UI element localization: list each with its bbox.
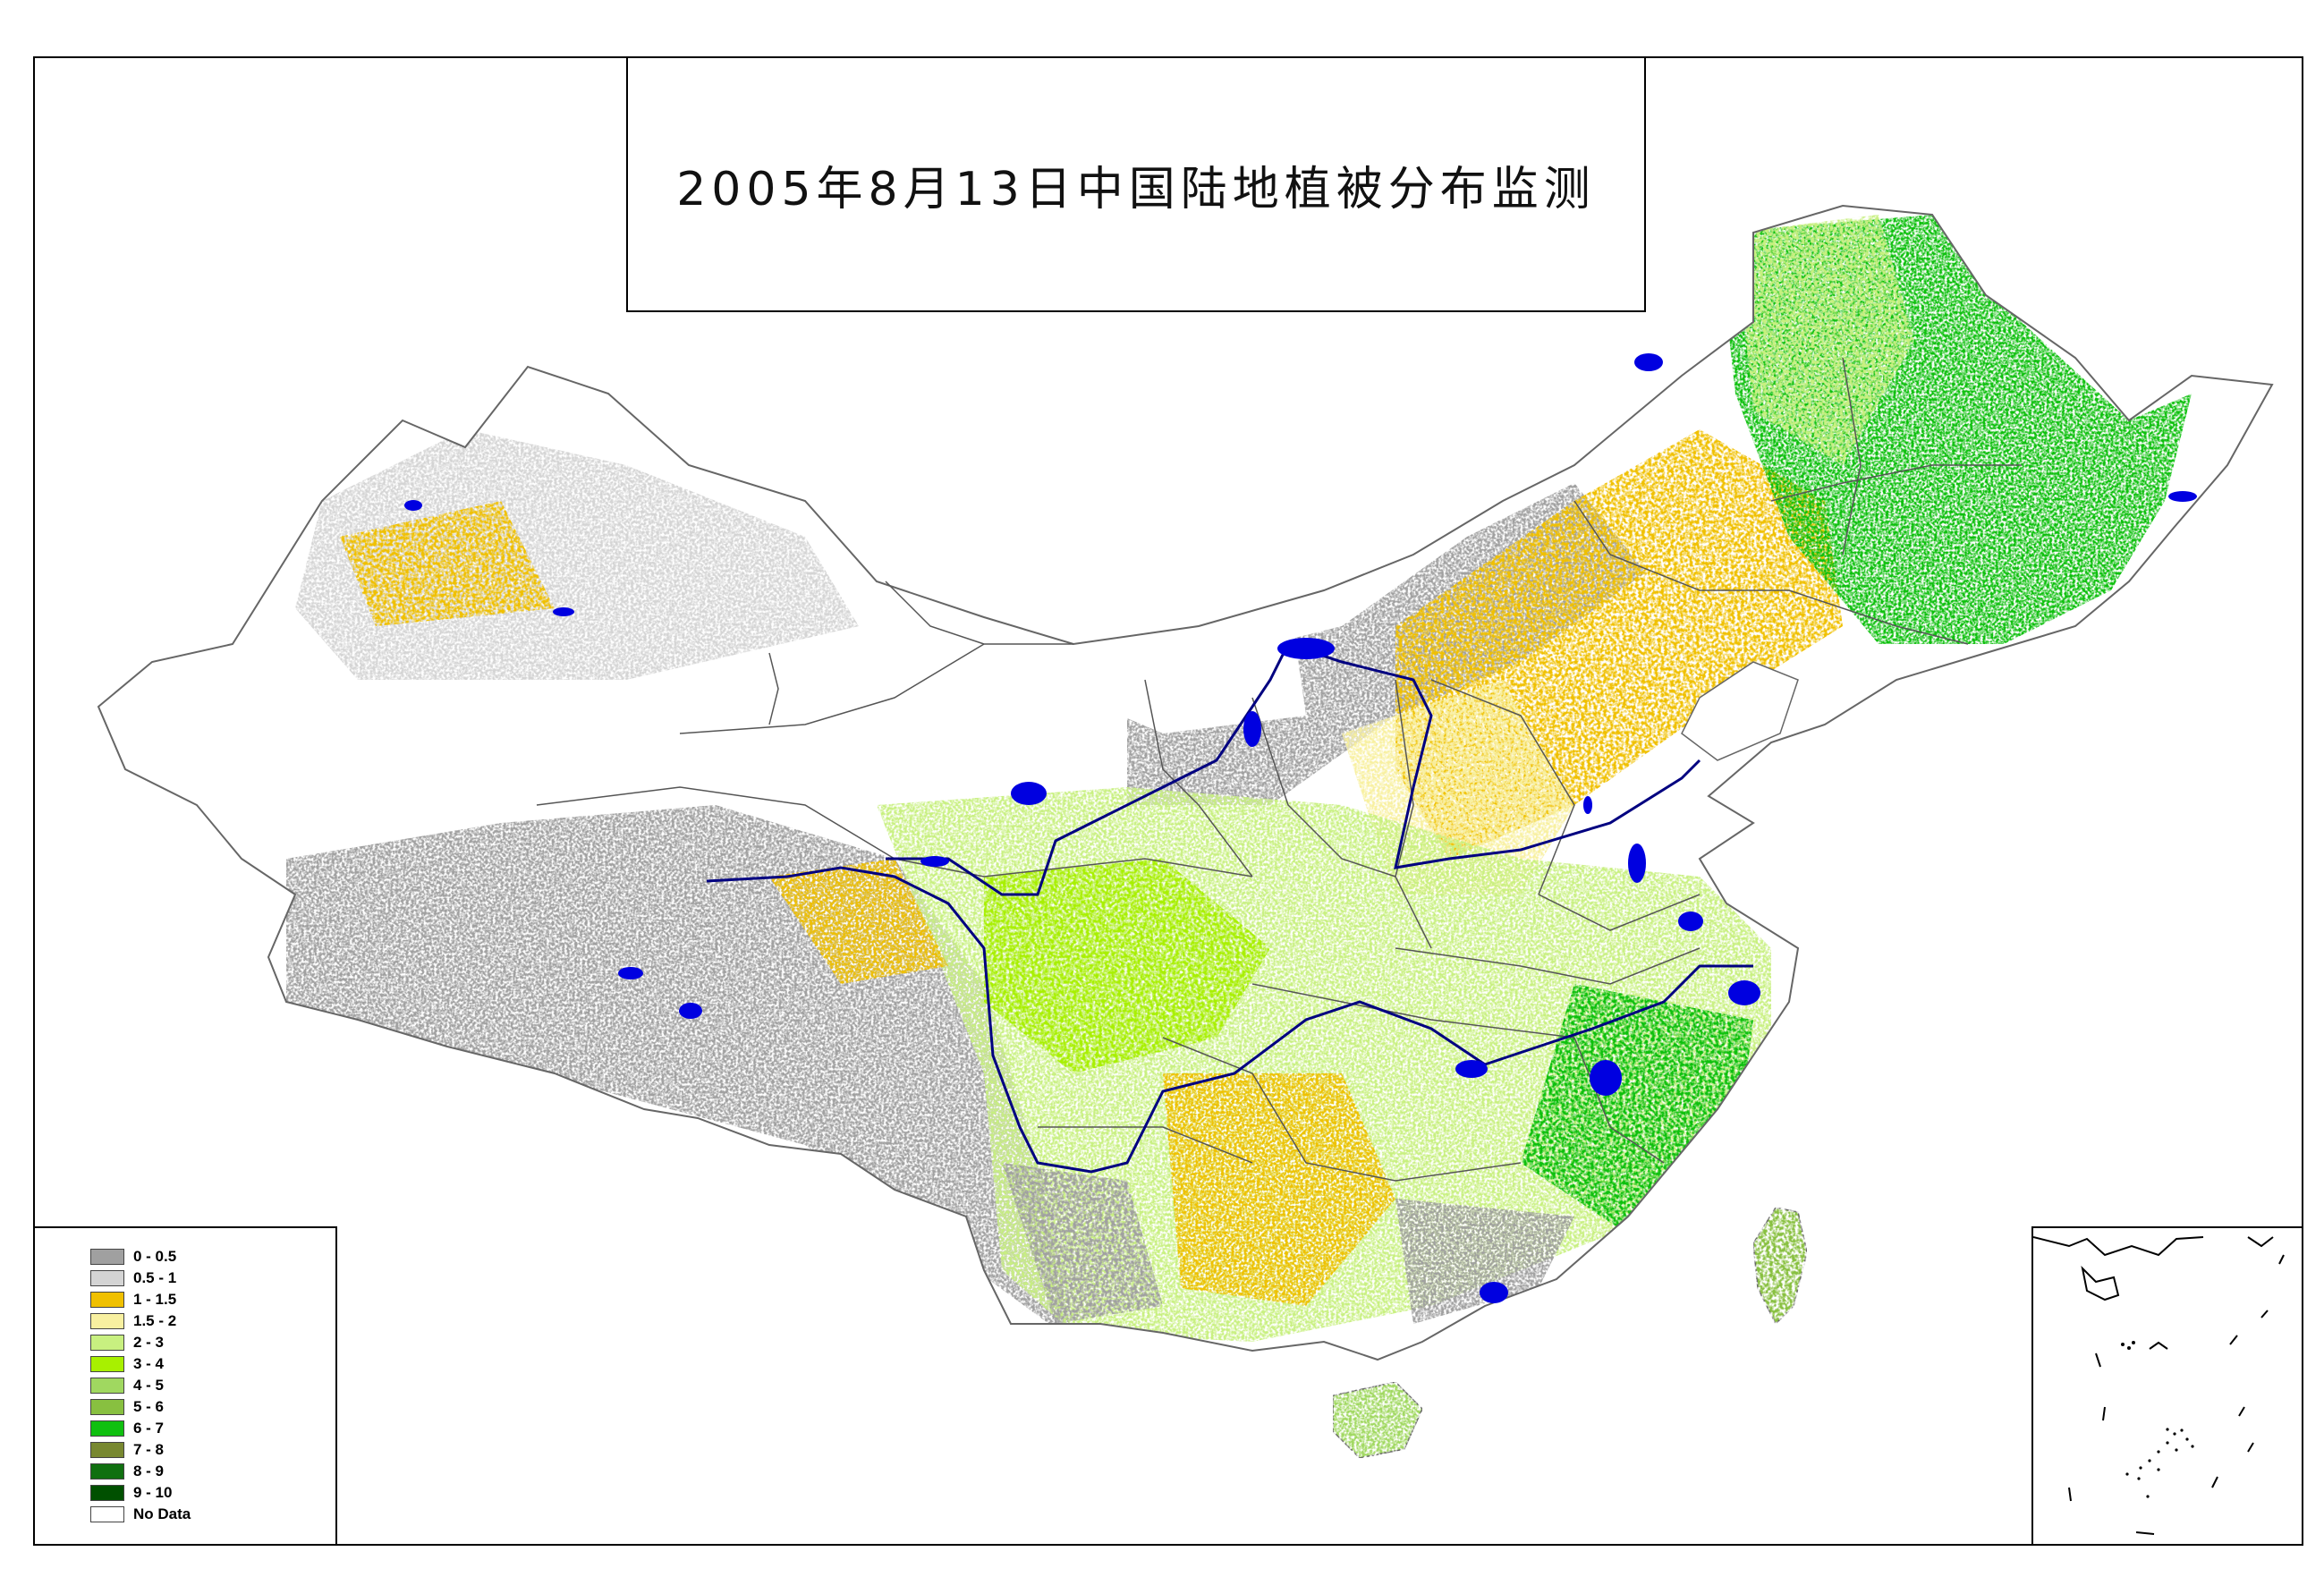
lake-namtso: [618, 967, 643, 979]
legend-item: No Data: [90, 1504, 191, 1525]
legend-item: 2 - 3: [90, 1332, 164, 1353]
legend-swatch: [90, 1463, 124, 1479]
bohai-sea: [1681, 661, 1799, 761]
legend-item: 0 - 0.5: [90, 1246, 176, 1268]
lake-wuliangsuhai: [1277, 638, 1335, 659]
lake-ulungur: [404, 500, 422, 511]
legend-label: 0 - 0.5: [133, 1248, 177, 1265]
legend-item: 6 - 7: [90, 1418, 164, 1439]
legend-swatch: [90, 1442, 124, 1458]
legend-label: 1.5 - 2: [133, 1312, 177, 1329]
lake-taihu: [1728, 980, 1760, 1005]
yangtze-river: [706, 866, 1753, 1174]
map-title: 2005年8月13日中国陆地植被分布监测: [676, 162, 1596, 216]
legend-label: 2 - 3: [133, 1334, 165, 1351]
title-box: 2005年8月13日中国陆地植被分布监测: [626, 56, 1646, 312]
legend-swatch: [90, 1378, 124, 1394]
lake-poyang: [1590, 1060, 1622, 1096]
lake-sayram: [553, 607, 574, 616]
lake-qinghai: [1011, 782, 1047, 805]
lake-selinco: [679, 1003, 702, 1019]
legend-item: 4 - 5: [90, 1375, 164, 1396]
legend: 0 - 0.5 0.5 - 1 1 - 1.5 1.5 - 2 2 - 3 3 …: [33, 1226, 337, 1546]
legend-label: No Data: [133, 1505, 191, 1522]
legend-label: 0.5 - 1: [133, 1269, 177, 1286]
legend-item: 1.5 - 2: [90, 1310, 176, 1332]
hainan: [1332, 1381, 1423, 1459]
south-china-sea-inset-map: [2032, 1236, 2285, 1535]
legend-label: 8 - 9: [133, 1463, 165, 1479]
legend-item: 1 - 1.5: [90, 1289, 176, 1310]
legend-item: 0.5 - 1: [90, 1268, 176, 1289]
lake-dongting: [1455, 1060, 1488, 1078]
legend-label: 1 - 1.5: [133, 1291, 177, 1308]
lake-baiyangdian: [1583, 796, 1592, 814]
lake-hongze: [1678, 911, 1703, 931]
legend-swatch: [90, 1506, 124, 1522]
legend-label: 4 - 5: [133, 1377, 165, 1394]
south-china-sea-inset: [2031, 1226, 2303, 1546]
taiwan: [1752, 1207, 1808, 1326]
lake-hulun: [1634, 353, 1663, 371]
legend-swatch: [90, 1420, 124, 1437]
legend-swatch: [90, 1399, 124, 1415]
legend-swatch: [90, 1335, 124, 1351]
legend-label: 3 - 4: [133, 1355, 165, 1372]
legend-item: 5 - 6: [90, 1396, 164, 1418]
legend-item: 3 - 4: [90, 1353, 164, 1375]
legend-swatch: [90, 1292, 124, 1308]
legend-swatch: [90, 1485, 124, 1501]
legend-label: 9 - 10: [133, 1484, 173, 1501]
china-outline: [97, 204, 2274, 1361]
legend-item: 9 - 10: [90, 1482, 172, 1504]
legend-item: 8 - 9: [90, 1461, 164, 1482]
legend-swatch: [90, 1313, 124, 1329]
lake-nansihu: [1628, 844, 1646, 883]
province-boundaries: [536, 357, 2022, 1182]
lake-ningxia: [1243, 711, 1261, 747]
legend-swatch: [90, 1356, 124, 1372]
legend-swatch: [90, 1270, 124, 1286]
lake-xingkai: [2168, 491, 2197, 502]
lake-gyaring: [920, 856, 949, 867]
legend-label: 5 - 6: [133, 1398, 165, 1415]
legend-label: 7 - 8: [133, 1441, 165, 1458]
legend-label: 6 - 7: [133, 1420, 165, 1437]
water-bodies: [404, 353, 2197, 1303]
legend-swatch: [90, 1249, 124, 1265]
lake-guangdong: [1480, 1282, 1508, 1303]
legend-item: 7 - 8: [90, 1439, 164, 1461]
